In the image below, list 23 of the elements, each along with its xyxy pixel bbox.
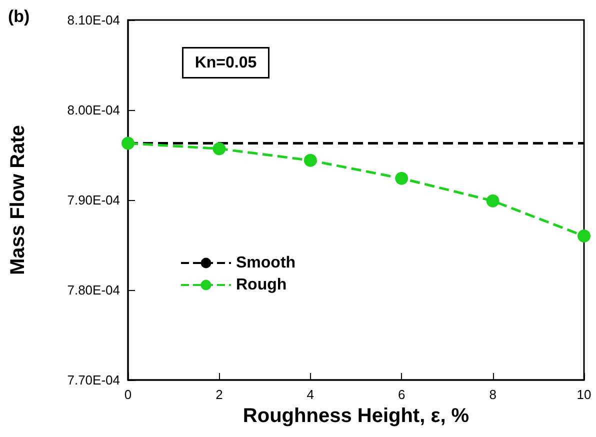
point bbox=[486, 194, 500, 208]
legend-label: Rough bbox=[236, 276, 287, 294]
point bbox=[122, 136, 134, 150]
x-axis-title: Roughness Height, ε, % bbox=[242, 405, 470, 427]
x-tick-label: 0 bbox=[124, 387, 132, 402]
x-tick-label: 4 bbox=[306, 387, 314, 402]
x-tick-label: 8 bbox=[489, 387, 496, 402]
y-axis-title: Mass Flow Rate bbox=[7, 124, 29, 276]
y-tick-label: 7.70E-04 bbox=[67, 372, 120, 388]
text: (b) bbox=[8, 7, 30, 26]
y-tick-label: 7.80E-04 bbox=[67, 282, 120, 298]
annotation: Kn=0.05 bbox=[194, 54, 257, 72]
point bbox=[395, 172, 408, 185]
x-tick-label: 10 bbox=[576, 387, 592, 402]
legend-label: Smooth bbox=[236, 254, 296, 272]
point bbox=[304, 154, 317, 167]
point bbox=[212, 142, 226, 156]
x-tick-label: 2 bbox=[216, 387, 223, 402]
y-tick-label: 8.10E-04 bbox=[67, 12, 120, 28]
point bbox=[578, 230, 590, 242]
x-tick-label: 6 bbox=[398, 387, 406, 402]
y-tick-label: 8.00E-04 bbox=[67, 102, 120, 118]
y-tick-label: 7.90E-04 bbox=[67, 192, 120, 208]
